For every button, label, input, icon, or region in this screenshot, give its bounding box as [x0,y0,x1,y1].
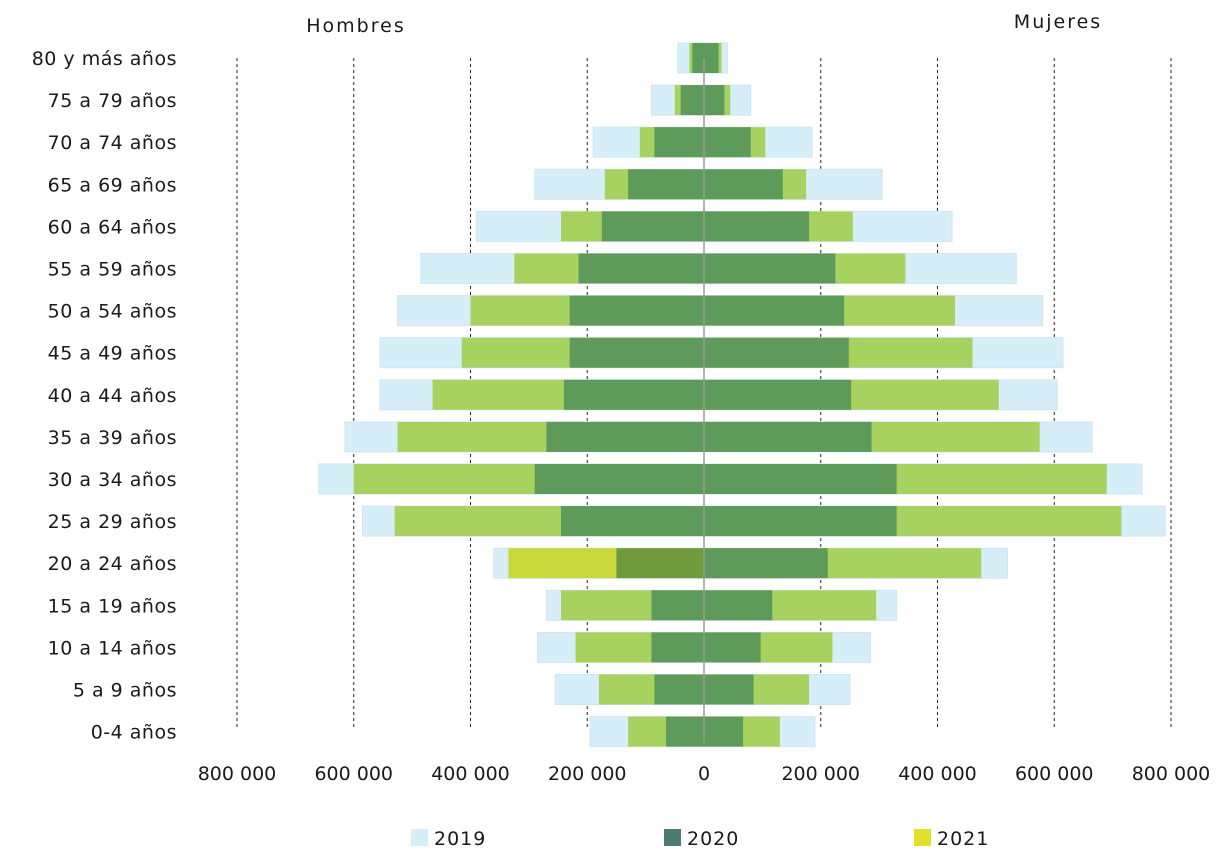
category-label-80-y-mas-anos: 80 y más años [32,48,177,70]
bar-mujeres-2021-80-y-mas-anos [704,43,719,73]
bar-mujeres-2021-70-a-74-anos [704,127,751,158]
bar-mujeres-2021-35-a-39-anos [704,421,872,452]
bar-hombres-2021-75-a-79-anos [680,85,704,116]
bar-mujeres-2021-10-a-14-anos [704,632,761,663]
tick-label-6: 400 000 [898,763,977,785]
bar-mujeres-2021-0-4-anos [704,716,744,747]
category-label-75-a-79-anos: 75 a 79 años [48,90,177,112]
category-label-65-a-69-anos: 65 a 69 años [48,174,177,196]
bars [318,42,1166,748]
bar-mujeres-2021-65-a-69-anos [704,169,783,200]
category-label-15-a-19-anos: 15 a 19 años [48,595,177,617]
bar-mujeres-2021-15-a-19-anos [704,590,773,621]
category-label-50-a-54-anos: 50 a 54 años [48,301,177,323]
category-label-45-a-49-anos: 45 a 49 años [48,343,177,365]
tick-label-0: 800 000 [198,763,277,785]
bar-mujeres-2021-20-a-24-anos [704,548,828,579]
bar-mujeres-2021-40-a-44-anos [704,379,852,410]
tick-label-4: 0 [698,763,710,785]
category-label-10-a-14-anos: 10 a 14 años [48,637,177,659]
bar-hombres-2021-25-a-29-anos [560,506,704,537]
bar-hombres-2021-65-a-69-anos [628,169,704,200]
bar-hombres-2021-35-a-39-anos [546,421,704,452]
tick-label-2: 400 000 [431,763,510,785]
bar-hombres-2021-55-a-59-anos [578,253,704,284]
tick-label-5: 200 000 [781,763,860,785]
bar-hombres-2021-40-a-44-anos [563,379,704,410]
bar-mujeres-2021-5-a-9-anos [704,674,754,705]
legend-label-2019: 2019 [434,828,486,850]
bar-hombres-2021-45-a-49-anos [569,337,704,368]
bar-hombres-2021-15-a-19-anos [651,590,704,621]
category-label-55-a-59-anos: 55 a 59 años [48,259,177,281]
right-title: Mujeres [1014,11,1102,33]
category-label-40-a-44-anos: 40 a 44 años [48,385,177,407]
category-label-35-a-39-anos: 35 a 39 años [48,427,177,449]
bar-mujeres-2021-45-a-49-anos [704,337,849,368]
legend-swatch-2020 [664,829,681,846]
tick-label-7: 600 000 [1015,763,1094,785]
category-label-0-4-anos: 0-4 años [91,722,177,744]
bar-mujeres-2021-60-a-64-anos [704,211,810,242]
bar-hombres-2021-80-y-mas-anos [692,43,704,73]
legend-label-2020: 2020 [687,828,739,850]
bar-hombres-2021-30-a-34-anos [534,464,704,494]
category-labels: 80 y más años 75 a 79 años 70 a 74 años 65 … [32,48,177,744]
left-title: Hombres [306,15,405,37]
category-label-30-a-34-anos: 30 a 34 años [48,469,177,491]
legend: 2019 2020 2021 [411,828,989,850]
legend-label-2021: 2021 [937,828,989,850]
category-label-70-a-74-anos: 70 a 74 años [48,132,177,154]
legend-swatch-2021 [914,829,931,846]
bar-mujeres-2021-50-a-54-anos [704,295,845,326]
bar-mujeres-2021-55-a-59-anos [704,253,836,284]
category-label-25-a-29-anos: 25 a 29 años [48,511,177,533]
bar-mujeres-2021-25-a-29-anos [704,506,897,537]
bar-mujeres-2021-75-a-79-anos [704,85,725,116]
tick-label-8: 800 000 [1132,763,1211,785]
category-label-60-a-64-anos: 60 a 64 años [48,216,177,238]
category-label-20-a-24-anos: 20 a 24 años [48,553,177,575]
x-tick-labels: 800 000 600 000 400 000 200 000 0 200 000 400 … [198,763,1211,785]
bar-hombres-2021-10-a-14-anos [651,632,704,663]
bar-hombres-2021-0-4-anos [666,716,704,747]
tick-label-1: 600 000 [314,763,393,785]
legend-swatch-2019 [411,829,428,846]
bar-hombres-2021-20-a-24-anos [616,548,704,579]
category-label-5-a-9-anos: 5 a 9 años [73,680,177,702]
bar-hombres-2021-70-a-74-anos [654,127,704,158]
bar-mujeres-2021-30-a-34-anos [704,464,897,494]
tick-label-3: 200 000 [548,763,627,785]
bar-hombres-2021-50-a-54-anos [569,295,704,326]
bar-hombres-2021-5-a-9-anos [654,674,704,705]
bar-hombres-2021-60-a-64-anos [601,211,704,242]
